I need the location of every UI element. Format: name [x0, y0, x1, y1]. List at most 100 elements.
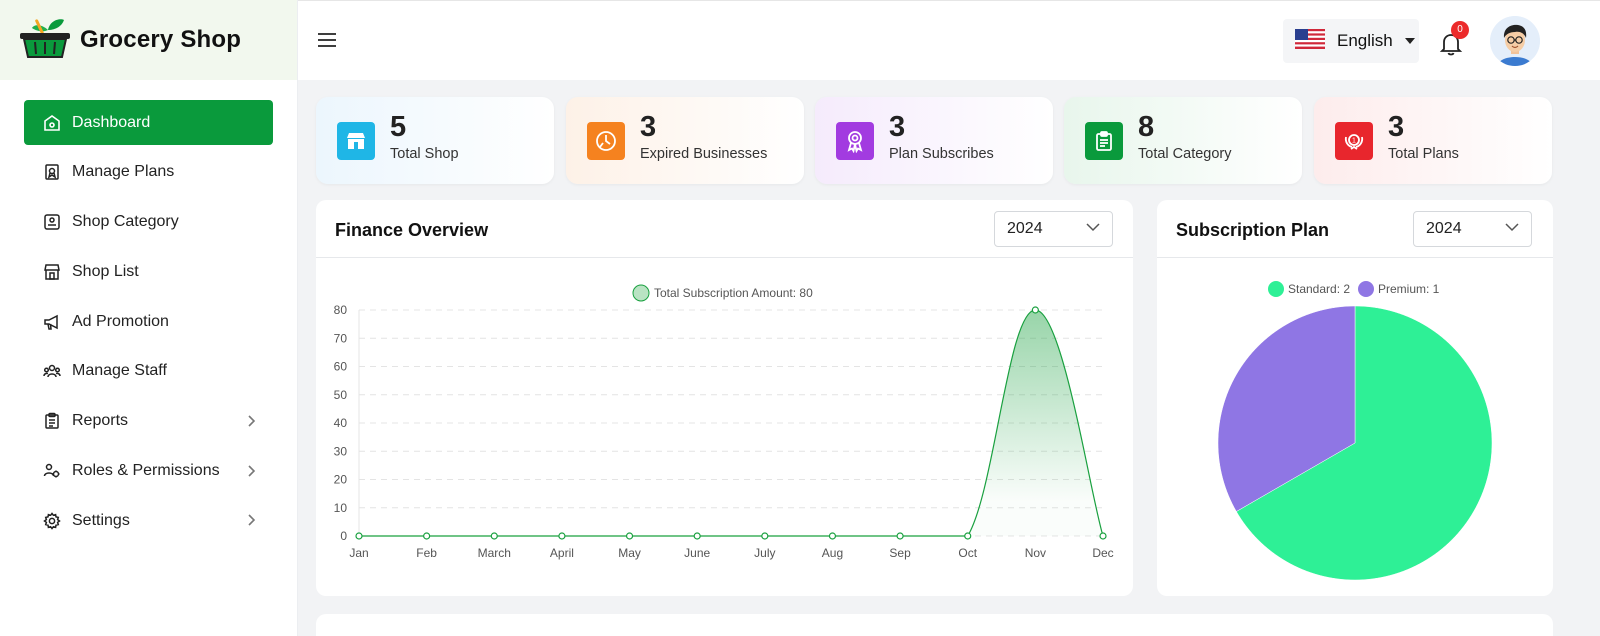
y-tick-label: 40 [334, 416, 348, 430]
brand[interactable]: Grocery Shop [0, 0, 297, 80]
x-tick-label: April [550, 546, 574, 560]
avatar[interactable] [1490, 16, 1540, 66]
legend-swatch [1358, 281, 1374, 297]
sidebar-item-ad-promotion[interactable]: Ad Promotion [24, 299, 273, 344]
language-label: English [1337, 31, 1393, 50]
sidebar-item-shop-list[interactable]: Shop List [24, 249, 273, 294]
x-tick-label: Nov [1025, 546, 1046, 560]
sidebar-item-label: Manage Plans [72, 163, 175, 181]
legend-label: Premium: 1 [1378, 282, 1440, 296]
data-point[interactable] [423, 532, 431, 540]
sidebar-item-label: Roles & Permissions [72, 462, 220, 480]
y-tick-label: 20 [334, 473, 348, 487]
chart-legend[interactable]: Total Subscription Amount: 80 [632, 284, 813, 302]
store-icon [42, 262, 62, 282]
sidebar-item-label: Dashboard [72, 113, 151, 131]
chevron-right-icon [248, 465, 256, 477]
stat-label: Plan Subscribes [889, 146, 994, 162]
roles-icon [42, 461, 62, 481]
x-tick-label: Aug [822, 546, 843, 560]
us-flag-icon [1295, 28, 1325, 54]
clipboard-icon [1085, 122, 1123, 160]
sidebar-item-dashboard[interactable]: Dashboard [24, 100, 273, 145]
data-point[interactable] [761, 532, 769, 540]
sidebar-item-shop-category[interactable]: Shop Category [24, 200, 273, 245]
data-point[interactable] [355, 532, 363, 540]
x-tick-label: Oct [958, 546, 977, 560]
bottom-panel [316, 614, 1553, 636]
x-tick-label: Jan [349, 546, 368, 560]
sidebar-item-manage-plans[interactable]: Manage Plans [24, 150, 273, 195]
expired-clock-icon [587, 122, 625, 160]
y-tick-label: 30 [334, 444, 348, 458]
data-point[interactable] [1031, 306, 1039, 314]
stat-label: Total Shop [390, 146, 459, 162]
stat-card-plan-subscribes[interactable]: 3 Plan Subscribes [815, 97, 1053, 184]
y-tick-label: 0 [340, 529, 347, 543]
topbar: English 0 [298, 0, 1600, 80]
sidebar: Grocery Shop Dashboard Manage Plans Shop… [0, 0, 298, 636]
x-tick-label: Feb [416, 546, 437, 560]
stat-card-expired-businesses[interactable]: 3 Expired Businesses [566, 97, 804, 184]
plan-icon [42, 162, 62, 182]
data-point[interactable] [490, 532, 498, 540]
data-point[interactable] [964, 532, 972, 540]
sidebar-item-label: Manage Staff [72, 362, 167, 380]
chevron-right-icon [248, 415, 256, 427]
home-icon [42, 113, 62, 133]
language-selector[interactable]: English [1283, 19, 1419, 63]
y-tick-label: 80 [334, 303, 348, 317]
sidebar-item-reports[interactable]: Reports [24, 399, 273, 444]
stat-card-total-shop[interactable]: 5 Total Shop [316, 97, 554, 184]
pie-slice-standard[interactable] [1236, 305, 1493, 581]
notification-badge: 0 [1451, 21, 1469, 39]
category-icon [42, 212, 62, 232]
data-point[interactable] [828, 532, 837, 540]
panel-title: Finance Overview [335, 220, 489, 240]
subscription-pie-chart: Standard: 2 Premium: 1 [1217, 281, 1493, 581]
chevron-down-icon [1505, 223, 1519, 232]
brand-name: Grocery Shop [80, 26, 242, 53]
legend-swatch [632, 284, 650, 302]
sidebar-item-manage-staff[interactable]: Manage Staff [24, 349, 273, 394]
data-point[interactable] [693, 532, 701, 540]
sidebar-item-settings[interactable]: Settings [24, 498, 273, 543]
staff-icon [42, 361, 62, 381]
stat-label: Total Plans [1388, 146, 1459, 162]
year-select[interactable]: 2024 [994, 211, 1113, 247]
pie-slice-premium[interactable] [1217, 305, 1356, 512]
finance-overview-panel: Finance Overview 2024 Total Subscription… [316, 200, 1133, 596]
chevron-down-icon [1086, 223, 1100, 232]
year-select[interactable]: 2024 [1413, 211, 1532, 247]
panel-title: Subscription Plan [1176, 220, 1330, 240]
data-point[interactable] [1099, 532, 1107, 540]
basket-logo-icon [18, 16, 72, 65]
y-tick-label: 10 [334, 501, 348, 515]
x-tick-label: June [684, 546, 710, 560]
report-icon [42, 411, 62, 431]
legend-item[interactable]: Premium: 1 [1358, 281, 1440, 297]
year-select-value: 2024 [1007, 220, 1043, 237]
finance-line-chart: Total Subscription Amount: 80 0 10 20 30 40 50… [334, 284, 1114, 560]
stat-card-total-plans[interactable]: 1 3 Total Plans [1314, 97, 1552, 184]
gear-icon [42, 511, 62, 531]
data-point[interactable] [625, 532, 634, 540]
hamburger-menu-icon[interactable] [316, 29, 338, 51]
year-select-value: 2024 [1426, 220, 1462, 237]
stat-value: 3 [640, 111, 657, 143]
data-point[interactable] [896, 532, 904, 540]
legend-item[interactable]: Standard: 2 [1268, 281, 1350, 297]
x-tick-label: May [618, 546, 641, 560]
data-point[interactable] [558, 532, 566, 540]
sidebar-item-label: Reports [72, 412, 129, 430]
sidebar-item-label: Shop List [72, 262, 139, 280]
y-tick-label: 50 [334, 388, 348, 402]
x-tick-label: Dec [1092, 546, 1113, 560]
subscription-plan-panel: Subscription Plan 2024 Standard: 2 Premiu… [1157, 200, 1553, 596]
panel-header: Finance Overview 2024 [316, 200, 1133, 258]
sidebar-item-label: Shop Category [72, 213, 179, 231]
sidebar-nav: Dashboard Manage Plans Shop Category Sho… [0, 80, 297, 543]
chevron-right-icon [248, 514, 256, 526]
stat-card-total-category[interactable]: 8 Total Category [1064, 97, 1302, 184]
sidebar-item-roles-permissions[interactable]: Roles & Permissions [24, 449, 273, 494]
